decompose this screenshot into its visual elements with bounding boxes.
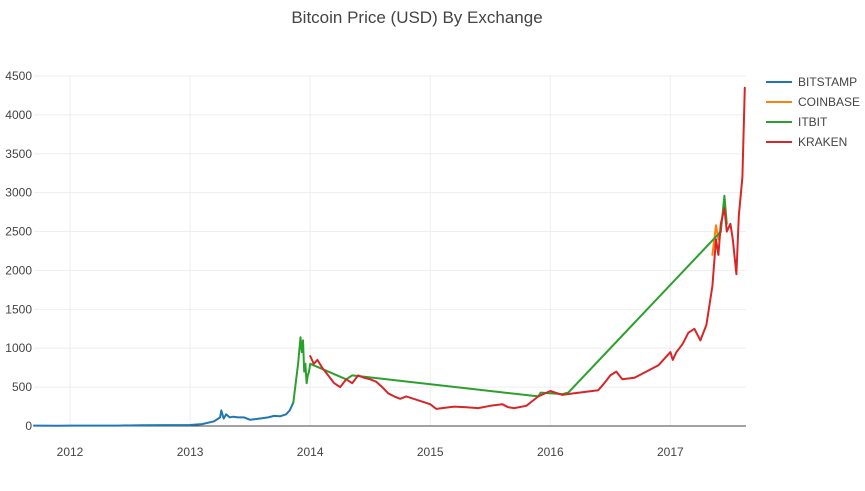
y-tick-label: 4500 <box>5 69 32 83</box>
x-tick-label: 2017 <box>657 445 684 459</box>
y-tick-label: 1500 <box>5 302 32 316</box>
y-tick-label: 4000 <box>5 108 32 122</box>
legend-item-itbit[interactable]: ITBIT <box>766 115 828 129</box>
series-line-bitstamp <box>33 401 295 427</box>
y-tick-label: 1000 <box>5 341 32 355</box>
legend-item-coinbase[interactable]: COINBASE <box>766 95 860 109</box>
y-tick-label: 2000 <box>5 263 32 277</box>
legend-label: KRAKEN <box>798 135 847 149</box>
x-tick-label: 2012 <box>57 445 84 459</box>
x-tick-label: 2015 <box>417 445 444 459</box>
x-tick-label: 2014 <box>297 445 324 459</box>
y-tick-label: 2500 <box>5 225 32 239</box>
legend-item-kraken[interactable]: KRAKEN <box>766 135 847 149</box>
y-tick-label: 3500 <box>5 147 32 161</box>
legend-label: ITBIT <box>798 115 828 129</box>
legend-label: COINBASE <box>798 95 860 109</box>
x-axis-ticks: 2012 2013 2014 2015 2016 2017 <box>57 445 684 459</box>
y-tick-label: 0 <box>25 419 32 433</box>
series-line-kraken <box>309 86 746 410</box>
series-lines <box>33 86 746 427</box>
chart-title: Bitcoin Price (USD) By Exchange <box>291 8 542 27</box>
x-tick-label: 2016 <box>537 445 564 459</box>
legend-label: BITSTAMP <box>798 75 857 89</box>
grid <box>34 75 746 426</box>
legend[interactable]: BITSTAMP COINBASE ITBIT KRAKEN <box>766 75 860 149</box>
y-tick-label: 500 <box>12 380 32 394</box>
legend-item-bitstamp[interactable]: BITSTAMP <box>766 75 857 89</box>
y-axis-ticks: 0 500 1000 1500 2000 2500 3000 3500 4000 4500 <box>5 69 32 433</box>
x-tick-label: 2013 <box>177 445 204 459</box>
series-line-itbit <box>292 194 728 404</box>
y-tick-label: 3000 <box>5 186 32 200</box>
